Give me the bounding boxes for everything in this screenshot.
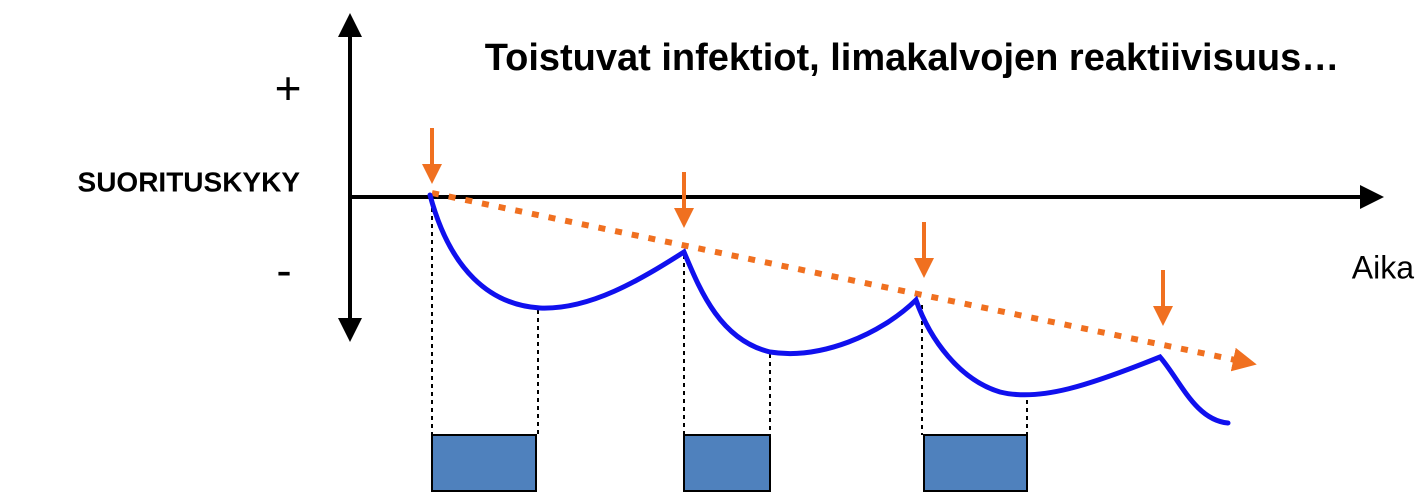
minus-label: -: [276, 244, 291, 296]
y-axis-label: SUORITUSKYKY: [78, 166, 301, 197]
title: Toistuvat infektiot, limakalvojen reakti…: [485, 37, 1340, 79]
x-axis-label: Aika: [1352, 249, 1414, 285]
period-boxes: [431, 434, 1028, 492]
performance-curve: [427, 192, 1231, 426]
event-arrows: [422, 128, 1173, 326]
guide-lines: [431, 200, 1028, 435]
plus-label: +: [275, 62, 302, 114]
trend-line: [431, 190, 1257, 372]
axes: [338, 13, 1384, 342]
